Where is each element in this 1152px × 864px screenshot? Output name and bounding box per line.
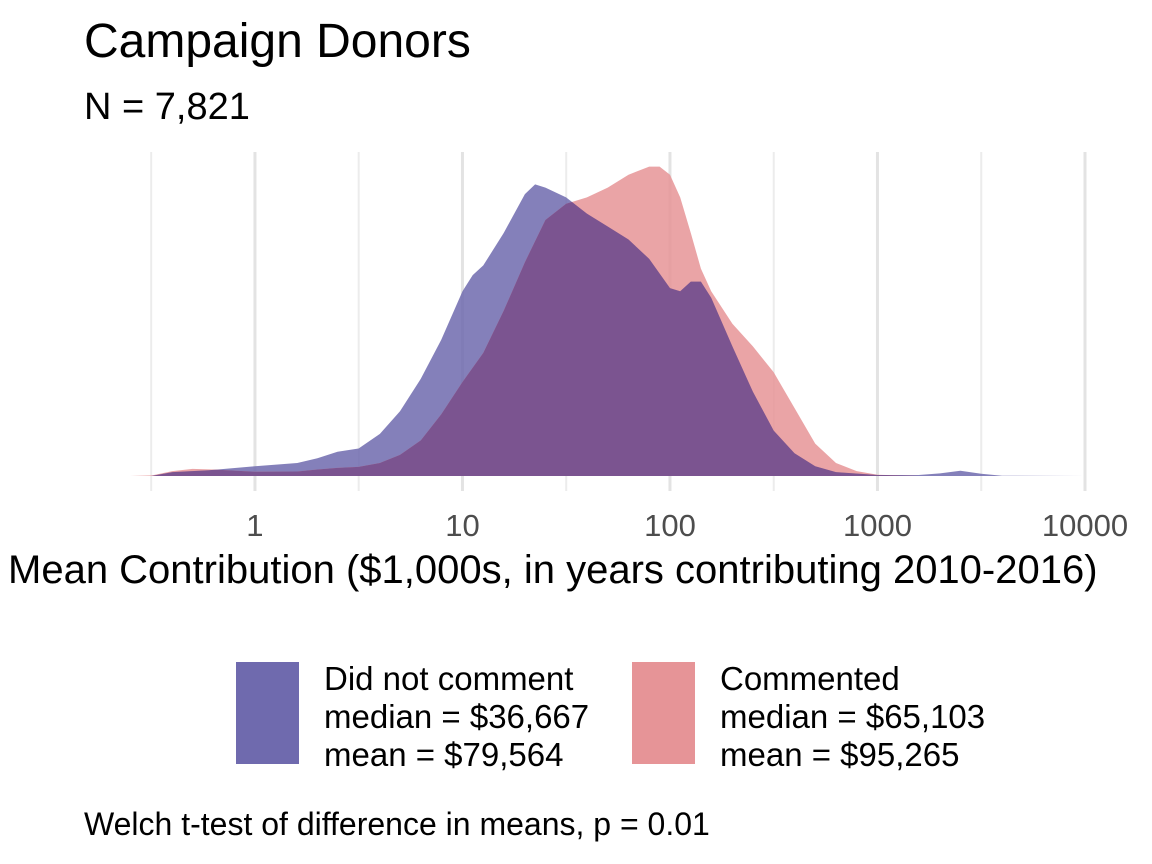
legend-series-name: Did not comment [324, 660, 574, 697]
legend-series-name: Commented [720, 660, 900, 697]
x-tick-label: 10000 [1042, 508, 1128, 543]
legend-median: median = $65,103 [720, 698, 986, 735]
chart-title: Campaign Donors [84, 15, 471, 68]
x-tick-label: 100 [644, 508, 696, 543]
density-overlap-area [130, 184, 1085, 476]
x-tick-label: 10 [445, 508, 479, 543]
chart-subtitle: N = 7,821 [84, 86, 250, 128]
x-tick-label: 1 [246, 508, 263, 543]
legend-mean: mean = $95,265 [720, 736, 960, 773]
legend-text-commented: Commented median = $65,103 mean = $95,26… [720, 660, 985, 774]
legend-swatch-commented [632, 662, 695, 764]
legend-mean: mean = $79,564 [324, 736, 564, 773]
legend-swatch-did-not-comment [236, 662, 299, 764]
legend-text-did-not-comment: Did not comment median = $36,667 mean = … [324, 660, 589, 774]
x-axis-label: Mean Contribution ($1,000s, in years con… [8, 548, 1098, 592]
t-test-note: Welch t-test of difference in means, p =… [84, 806, 710, 842]
x-tick-label: 1000 [843, 508, 912, 543]
legend-median: median = $36,667 [324, 698, 590, 735]
